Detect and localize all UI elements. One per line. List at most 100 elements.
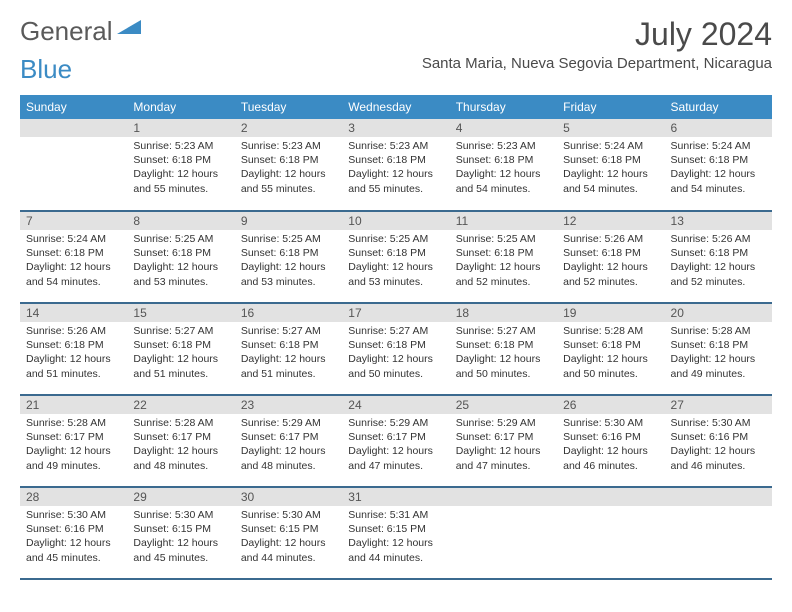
daylight-text: Daylight: 12 hours and 49 minutes. (671, 352, 766, 380)
sunrise-text: Sunrise: 5:30 AM (563, 416, 658, 430)
day-details: Sunrise: 5:27 AMSunset: 6:18 PMDaylight:… (235, 322, 342, 387)
day-number: 21 (20, 396, 127, 414)
day-details: Sunrise: 5:29 AMSunset: 6:17 PMDaylight:… (450, 414, 557, 479)
calendar-day-cell: 27Sunrise: 5:30 AMSunset: 6:16 PMDayligh… (665, 395, 772, 487)
day-number: 1 (127, 119, 234, 137)
sunset-text: Sunset: 6:18 PM (456, 246, 551, 260)
calendar-day-cell: 14Sunrise: 5:26 AMSunset: 6:18 PMDayligh… (20, 303, 127, 395)
calendar-day-cell: 5Sunrise: 5:24 AMSunset: 6:18 PMDaylight… (557, 119, 664, 211)
day-number (20, 119, 127, 137)
sunrise-text: Sunrise: 5:25 AM (456, 232, 551, 246)
location-text: Santa Maria, Nueva Segovia Department, N… (422, 55, 772, 72)
calendar-week: 14Sunrise: 5:26 AMSunset: 6:18 PMDayligh… (20, 303, 772, 395)
daylight-text: Daylight: 12 hours and 55 minutes. (241, 167, 336, 195)
day-details: Sunrise: 5:29 AMSunset: 6:17 PMDaylight:… (342, 414, 449, 479)
calendar-week: 21Sunrise: 5:28 AMSunset: 6:17 PMDayligh… (20, 395, 772, 487)
day-number (665, 488, 772, 506)
day-number: 20 (665, 304, 772, 322)
calendar-day-cell (665, 487, 772, 579)
day-details: Sunrise: 5:25 AMSunset: 6:18 PMDaylight:… (450, 230, 557, 295)
sunrise-text: Sunrise: 5:23 AM (241, 139, 336, 153)
daylight-text: Daylight: 12 hours and 51 minutes. (26, 352, 121, 380)
day-details: Sunrise: 5:28 AMSunset: 6:17 PMDaylight:… (127, 414, 234, 479)
day-details: Sunrise: 5:23 AMSunset: 6:18 PMDaylight:… (342, 137, 449, 202)
sunrise-text: Sunrise: 5:25 AM (348, 232, 443, 246)
dow-header: Wednesday (342, 95, 449, 119)
calendar-day-cell: 17Sunrise: 5:27 AMSunset: 6:18 PMDayligh… (342, 303, 449, 395)
day-number: 24 (342, 396, 449, 414)
day-details: Sunrise: 5:27 AMSunset: 6:18 PMDaylight:… (450, 322, 557, 387)
sunrise-text: Sunrise: 5:28 AM (133, 416, 228, 430)
brand-part1: General (20, 16, 113, 47)
day-details: Sunrise: 5:23 AMSunset: 6:18 PMDaylight:… (450, 137, 557, 202)
calendar-day-cell: 1Sunrise: 5:23 AMSunset: 6:18 PMDaylight… (127, 119, 234, 211)
daylight-text: Daylight: 12 hours and 52 minutes. (456, 260, 551, 288)
daylight-text: Daylight: 12 hours and 44 minutes. (241, 536, 336, 564)
sunset-text: Sunset: 6:17 PM (26, 430, 121, 444)
daylight-text: Daylight: 12 hours and 51 minutes. (241, 352, 336, 380)
calendar-day-cell: 25Sunrise: 5:29 AMSunset: 6:17 PMDayligh… (450, 395, 557, 487)
brand-logo: General (20, 16, 143, 47)
sunset-text: Sunset: 6:18 PM (133, 338, 228, 352)
calendar-day-cell: 13Sunrise: 5:26 AMSunset: 6:18 PMDayligh… (665, 211, 772, 303)
calendar-body: 1Sunrise: 5:23 AMSunset: 6:18 PMDaylight… (20, 119, 772, 579)
calendar-day-cell: 12Sunrise: 5:26 AMSunset: 6:18 PMDayligh… (557, 211, 664, 303)
day-number: 17 (342, 304, 449, 322)
sunrise-text: Sunrise: 5:23 AM (348, 139, 443, 153)
day-number: 9 (235, 212, 342, 230)
day-details: Sunrise: 5:26 AMSunset: 6:18 PMDaylight:… (557, 230, 664, 295)
sunset-text: Sunset: 6:18 PM (348, 338, 443, 352)
day-details: Sunrise: 5:30 AMSunset: 6:16 PMDaylight:… (20, 506, 127, 571)
dow-header: Saturday (665, 95, 772, 119)
daylight-text: Daylight: 12 hours and 46 minutes. (563, 444, 658, 472)
day-details: Sunrise: 5:31 AMSunset: 6:15 PMDaylight:… (342, 506, 449, 571)
daylight-text: Daylight: 12 hours and 53 minutes. (241, 260, 336, 288)
sunrise-text: Sunrise: 5:28 AM (671, 324, 766, 338)
sunset-text: Sunset: 6:18 PM (671, 338, 766, 352)
calendar-day-cell: 23Sunrise: 5:29 AMSunset: 6:17 PMDayligh… (235, 395, 342, 487)
sunset-text: Sunset: 6:17 PM (133, 430, 228, 444)
dow-header: Monday (127, 95, 234, 119)
daylight-text: Daylight: 12 hours and 50 minutes. (563, 352, 658, 380)
daylight-text: Daylight: 12 hours and 48 minutes. (133, 444, 228, 472)
sunset-text: Sunset: 6:18 PM (348, 246, 443, 260)
calendar-day-cell (557, 487, 664, 579)
sunrise-text: Sunrise: 5:27 AM (348, 324, 443, 338)
dow-header: Friday (557, 95, 664, 119)
day-details: Sunrise: 5:25 AMSunset: 6:18 PMDaylight:… (235, 230, 342, 295)
day-details: Sunrise: 5:26 AMSunset: 6:18 PMDaylight:… (20, 322, 127, 387)
calendar-day-cell: 9Sunrise: 5:25 AMSunset: 6:18 PMDaylight… (235, 211, 342, 303)
sunset-text: Sunset: 6:16 PM (26, 522, 121, 536)
day-number: 5 (557, 119, 664, 137)
daylight-text: Daylight: 12 hours and 52 minutes. (671, 260, 766, 288)
sunset-text: Sunset: 6:18 PM (26, 338, 121, 352)
dow-header: Tuesday (235, 95, 342, 119)
day-number (450, 488, 557, 506)
calendar-day-cell: 16Sunrise: 5:27 AMSunset: 6:18 PMDayligh… (235, 303, 342, 395)
day-details: Sunrise: 5:25 AMSunset: 6:18 PMDaylight:… (127, 230, 234, 295)
day-details: Sunrise: 5:24 AMSunset: 6:18 PMDaylight:… (20, 230, 127, 295)
day-number: 4 (450, 119, 557, 137)
sunrise-text: Sunrise: 5:27 AM (456, 324, 551, 338)
sunset-text: Sunset: 6:18 PM (26, 246, 121, 260)
daylight-text: Daylight: 12 hours and 55 minutes. (133, 167, 228, 195)
day-details: Sunrise: 5:25 AMSunset: 6:18 PMDaylight:… (342, 230, 449, 295)
day-number: 10 (342, 212, 449, 230)
sunset-text: Sunset: 6:18 PM (456, 338, 551, 352)
calendar-day-cell: 8Sunrise: 5:25 AMSunset: 6:18 PMDaylight… (127, 211, 234, 303)
calendar-day-cell: 11Sunrise: 5:25 AMSunset: 6:18 PMDayligh… (450, 211, 557, 303)
day-number: 8 (127, 212, 234, 230)
sunset-text: Sunset: 6:18 PM (348, 153, 443, 167)
day-details: Sunrise: 5:30 AMSunset: 6:16 PMDaylight:… (557, 414, 664, 479)
calendar-day-cell: 18Sunrise: 5:27 AMSunset: 6:18 PMDayligh… (450, 303, 557, 395)
calendar-day-cell: 15Sunrise: 5:27 AMSunset: 6:18 PMDayligh… (127, 303, 234, 395)
sunrise-text: Sunrise: 5:24 AM (563, 139, 658, 153)
day-number: 22 (127, 396, 234, 414)
daylight-text: Daylight: 12 hours and 52 minutes. (563, 260, 658, 288)
daylight-text: Daylight: 12 hours and 55 minutes. (348, 167, 443, 195)
day-number: 15 (127, 304, 234, 322)
calendar-day-cell: 3Sunrise: 5:23 AMSunset: 6:18 PMDaylight… (342, 119, 449, 211)
calendar-day-cell: 6Sunrise: 5:24 AMSunset: 6:18 PMDaylight… (665, 119, 772, 211)
day-number: 29 (127, 488, 234, 506)
sunset-text: Sunset: 6:16 PM (563, 430, 658, 444)
